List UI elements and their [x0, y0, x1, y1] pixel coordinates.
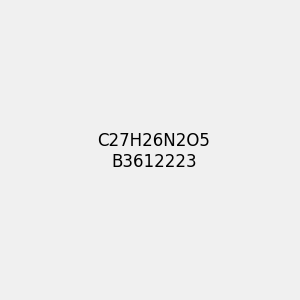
Text: C27H26N2O5
B3612223: C27H26N2O5 B3612223 [97, 132, 210, 171]
